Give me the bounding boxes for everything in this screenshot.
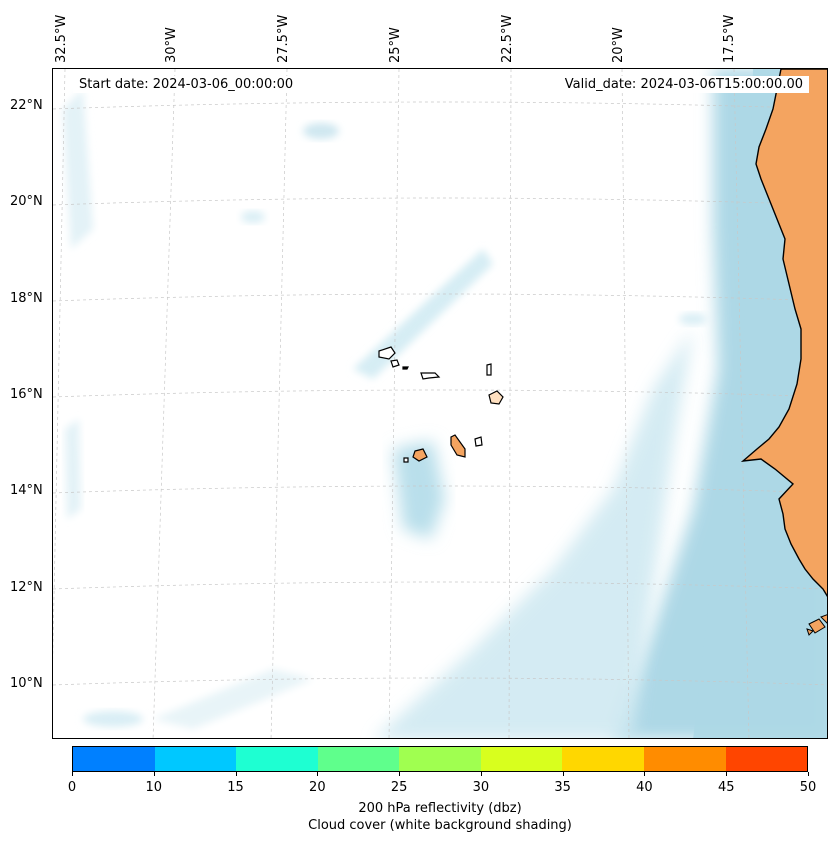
lat-label-18n: 18°N bbox=[10, 291, 43, 306]
island-boa-vista bbox=[488, 390, 504, 405]
map-canvas bbox=[53, 69, 827, 738]
island-santiago bbox=[450, 434, 466, 458]
colorbar-cell-2 bbox=[236, 747, 318, 771]
lon-label-22.5w: 22.5°W bbox=[500, 14, 515, 63]
colorbar-tick-label: 0 bbox=[67, 780, 77, 795]
island-sao-vicente bbox=[390, 359, 400, 368]
lat-label-22n: 22°N bbox=[10, 98, 43, 113]
colorbar-tickmark bbox=[235, 772, 237, 776]
island-brava bbox=[403, 457, 409, 463]
colorbar-cell-1 bbox=[154, 747, 237, 771]
valid-date-label: Valid_date: 2024-03-06T15:00:00.00 bbox=[558, 76, 809, 93]
colorbar-tickmark bbox=[808, 772, 809, 776]
colorbar-tickmark bbox=[644, 772, 646, 776]
colorbar-tick-label: 40 bbox=[636, 780, 653, 795]
colorbar-sublabel: Cloud cover (white background shading) bbox=[308, 818, 572, 833]
lon-label-17.5w: 17.5°W bbox=[722, 14, 737, 63]
colorbar-cell-3 bbox=[317, 747, 400, 771]
island-maio bbox=[474, 436, 483, 447]
colorbar-tickmark bbox=[399, 772, 401, 776]
island-santa-luzia bbox=[402, 366, 409, 370]
lat-label-16n: 16°N bbox=[10, 387, 43, 402]
colorbar-tickmark bbox=[480, 772, 482, 776]
colorbar-tick-label: 20 bbox=[309, 780, 326, 795]
gridlines bbox=[53, 69, 827, 738]
colorbar-tickmark bbox=[726, 772, 728, 776]
colorbar-tickmark bbox=[317, 772, 319, 776]
map-panel bbox=[52, 68, 828, 739]
lon-label-32.5w: 32.5°W bbox=[54, 14, 69, 63]
lat-label-12n: 12°N bbox=[10, 580, 43, 595]
lat-label-10n: 10°N bbox=[10, 676, 43, 691]
colorbar-tickmark bbox=[153, 772, 155, 776]
cape-verde-islands bbox=[378, 346, 504, 463]
island-santo-antao bbox=[378, 346, 396, 360]
colorbar-cell-6 bbox=[562, 747, 644, 771]
island-sal bbox=[486, 363, 492, 376]
lon-label-25w: 25°W bbox=[388, 27, 403, 63]
reflectivity-colorbar bbox=[72, 746, 808, 772]
colorbar-tick-label: 45 bbox=[717, 780, 735, 795]
lon-label-30w: 30°W bbox=[164, 27, 179, 63]
colorbar-tickmark bbox=[562, 772, 564, 776]
colorbar-cell-5 bbox=[480, 747, 563, 771]
lon-label-20w: 20°W bbox=[611, 27, 626, 63]
colorbar-tick-label: 25 bbox=[390, 780, 408, 795]
cloud-cover bbox=[63, 69, 827, 738]
colorbar-tickmark bbox=[72, 772, 73, 776]
colorbar-tick-label: 30 bbox=[472, 780, 490, 795]
lon-label-27.5w: 27.5°W bbox=[276, 14, 291, 63]
colorbar-label: 200 hPa reflectivity (dbz) bbox=[358, 801, 522, 816]
island-fogo bbox=[412, 448, 428, 462]
africa-coastline bbox=[740, 69, 827, 598]
colorbar-tick-label: 35 bbox=[554, 780, 571, 795]
lat-label-20n: 20°N bbox=[10, 194, 43, 209]
colorbar-cell-7 bbox=[643, 747, 726, 771]
colorbar-cell-8 bbox=[725, 747, 808, 771]
colorbar-cell-4 bbox=[399, 747, 481, 771]
colorbar-cell-0 bbox=[73, 747, 155, 771]
colorbar-tick-label: 50 bbox=[799, 780, 817, 795]
lat-label-14n: 14°N bbox=[10, 483, 43, 498]
start-date-label: Start date: 2024-03-06_00:00:00 bbox=[73, 76, 300, 93]
island-sao-nicolau bbox=[420, 372, 441, 380]
colorbar-tick-label: 10 bbox=[145, 780, 163, 795]
colorbar-tick-label: 15 bbox=[227, 780, 244, 795]
bissagos-islands bbox=[806, 614, 827, 636]
